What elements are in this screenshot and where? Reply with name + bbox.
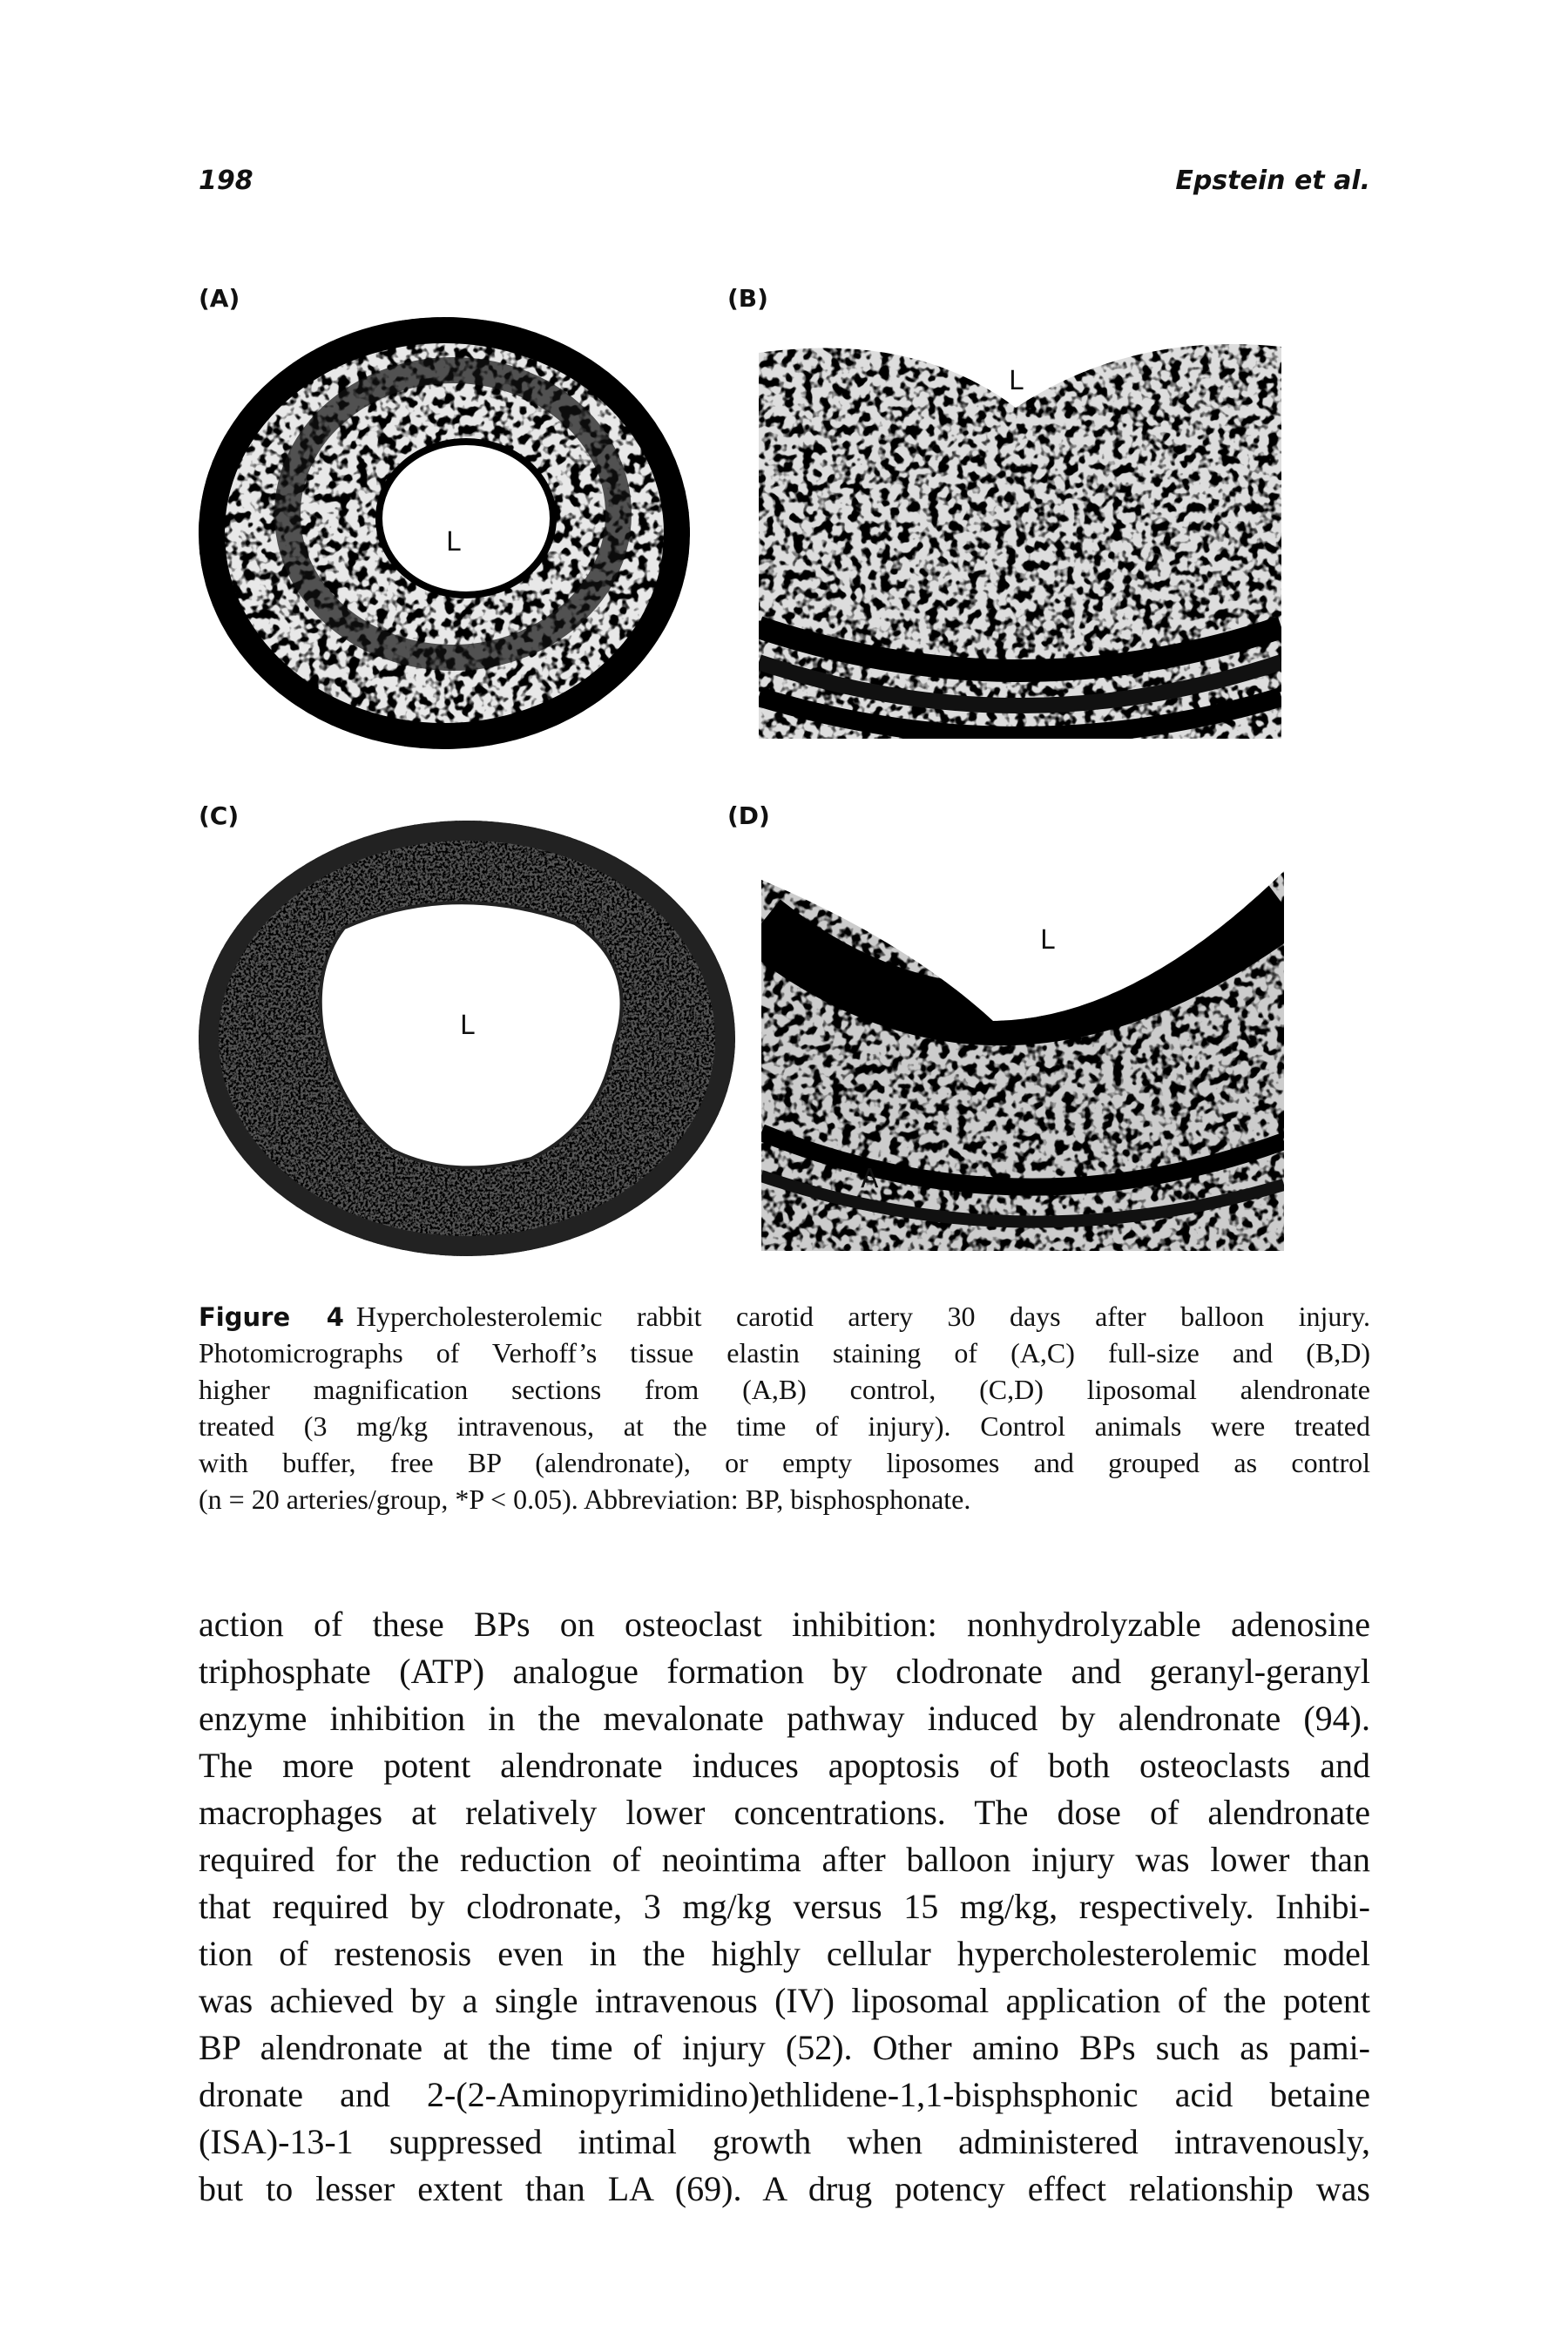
panel-annotation: L — [458, 1010, 476, 1041]
body-line: triphosphate (ATP) analogue formation by… — [199, 1652, 1370, 1691]
caption-text: Photomicrographs of Verhoff’s tissue ela… — [199, 1337, 1370, 1369]
panel-annotation: A — [861, 1164, 879, 1194]
page-number: 198 — [199, 166, 253, 196]
caption-line: with buffer, free BP (alendronate), or e… — [199, 1444, 1370, 1481]
panel-d-image — [761, 871, 1284, 1251]
panel-label: (A) — [199, 284, 240, 313]
panel-annotation: L — [444, 527, 463, 558]
caption-label: Figure 4 — [199, 1302, 344, 1332]
caption-text: with buffer, free BP (alendronate), or e… — [199, 1447, 1370, 1478]
body-line: (ISA)-13-1 suppressed intimal growth whe… — [199, 2122, 1370, 2161]
body-line: The more potent alendronate induces apop… — [199, 1746, 1370, 1785]
caption-text: higher magnification sections from (A,B)… — [199, 1374, 1370, 1405]
caption-line: higher magnification sections from (A,B)… — [199, 1371, 1370, 1408]
body-line: was achieved by a single intravenous (IV… — [199, 1981, 1370, 2020]
body-line: enzyme inhibition in the mevalonate path… — [199, 1699, 1370, 1738]
caption-text: (n = 20 arteries/group, *P < 0.05). Abbr… — [199, 1484, 971, 1515]
body-line: required for the reduction of neointima … — [199, 1840, 1370, 1879]
caption-text: treated (3 mg/kg intravenous, at the tim… — [199, 1410, 1370, 1442]
panel-label: (D) — [727, 801, 770, 830]
body-line: but to lesser extent than LA (69). A dru… — [199, 2169, 1370, 2208]
caption-line: Figure 4 Hypercholesterolemic rabbit caro… — [199, 1298, 1370, 1335]
body-line: tion of restenosis even in the highly ce… — [199, 1934, 1370, 1973]
panel-annotation: L — [1009, 366, 1024, 396]
running-head: Epstein et al. — [1175, 166, 1370, 196]
figure-art — [199, 317, 1284, 1256]
caption-line: treated (3 mg/kg intravenous, at the tim… — [199, 1408, 1370, 1444]
body-line: action of these BPs on osteoclast inhibi… — [199, 1605, 1370, 1644]
caption-line: (n = 20 arteries/group, *P < 0.05). Abbr… — [199, 1481, 1370, 1517]
body-line: BP alendronate at the time of injury (52… — [199, 2028, 1370, 2067]
body-line: that required by clodronate, 3 mg/kg ver… — [199, 1887, 1370, 1926]
panel-annotation: L — [1038, 925, 1057, 956]
body-line: macrophages at relatively lower concentr… — [199, 1793, 1370, 1832]
body-line: dronate and 2-(2-Aminopyrimidino)ethlide… — [199, 2075, 1370, 2114]
panel-label: (B) — [727, 284, 768, 313]
caption-line: Photomicrographs of Verhoff’s tissue ela… — [199, 1335, 1370, 1371]
panel-label: (C) — [199, 801, 240, 830]
panel-b-image — [759, 343, 1281, 739]
caption-text: Hypercholesterolemic rabbit carotid arte… — [355, 1301, 1371, 1332]
